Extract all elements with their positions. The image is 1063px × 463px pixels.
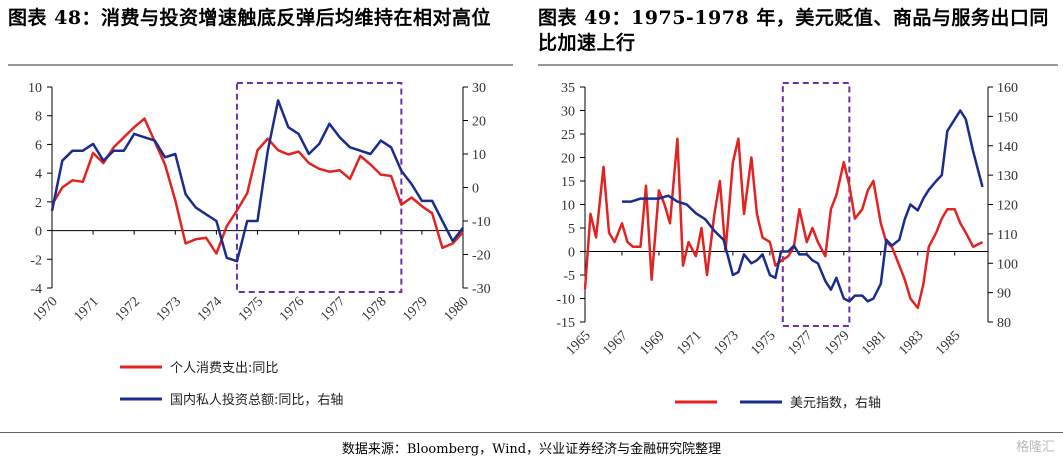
right-tick-label: 30 <box>472 81 486 96</box>
right-tick-label: 120 <box>997 199 1018 214</box>
x-tick-label: 1970 <box>30 294 60 324</box>
footer-rule <box>0 432 1063 433</box>
left-tick-label: 6 <box>35 138 42 153</box>
x-tick-label: 1967 <box>600 328 630 358</box>
left-tick-label: -15 <box>556 316 575 331</box>
left-tick-label: 8 <box>35 110 42 125</box>
left-tick-label: 10 <box>561 199 575 214</box>
x-tick-label: 1981 <box>859 328 889 358</box>
x-tick-label: 1969 <box>637 328 667 358</box>
left-tick-label: -10 <box>556 293 575 308</box>
x-tick-label: 1971 <box>72 294 102 324</box>
right-tick-label: 160 <box>997 81 1018 96</box>
right-tick-label: 130 <box>997 169 1018 184</box>
left-tick-label: 30 <box>561 105 575 120</box>
x-tick-label: 1975 <box>748 328 778 358</box>
left-tick-label: -4 <box>30 282 42 297</box>
x-tick-label: 1979 <box>822 328 852 358</box>
x-tick-label: 1973 <box>154 294 184 324</box>
right-tick-label: 140 <box>997 140 1018 155</box>
right-tick-label: 150 <box>997 110 1018 125</box>
left-tick-label: 15 <box>561 175 575 190</box>
right-tick-label: -30 <box>472 282 491 297</box>
right-tick-label: 80 <box>997 316 1011 331</box>
right-tick-label: -20 <box>472 249 491 264</box>
right-title-rule <box>538 64 1058 66</box>
right-tick-label: 0 <box>472 182 479 197</box>
left-tick-label: -5 <box>563 269 575 284</box>
right-tick-label: -10 <box>472 215 491 230</box>
left-tick-label: 0 <box>35 225 42 240</box>
right-tick-label: 90 <box>997 287 1011 302</box>
left-tick-label: 10 <box>28 81 42 96</box>
legend-label: 个人消费支出:同比 <box>170 361 278 376</box>
x-tick-label: 1973 <box>711 328 741 358</box>
left-tick-label: 4 <box>35 167 42 182</box>
left-tick-label: 35 <box>561 81 575 96</box>
left-tick-label: 0 <box>568 246 575 261</box>
x-tick-label: 1977 <box>318 294 348 324</box>
x-tick-label: 1972 <box>113 294 143 324</box>
legend-label: 国内私人投资总额:同比，右轴 <box>170 392 343 408</box>
x-tick-label: 1971 <box>674 328 704 358</box>
series-line-blue <box>50 99 464 263</box>
x-tick-label: 1965 <box>563 328 593 358</box>
x-tick-label: 1978 <box>359 294 389 324</box>
legend-label: 美元指数，右轴 <box>790 396 881 411</box>
left-tick-label: 2 <box>35 196 42 211</box>
right-chart-title: 图表 49：1975-1978 年，美元贬值、商品与服务出口同比加速上行 <box>538 7 1049 54</box>
left-tick-label: -2 <box>30 253 42 268</box>
x-tick-label: 1977 <box>785 328 815 358</box>
right-tick-label: 10 <box>472 148 486 163</box>
watermark-logo: 格隆汇 <box>1015 440 1055 455</box>
series-line-blue <box>622 109 984 303</box>
left-tick-label: 20 <box>561 152 575 167</box>
series-line-red <box>583 137 984 310</box>
left-tick-label: 25 <box>561 128 575 143</box>
right-tick-label: 110 <box>997 228 1017 243</box>
series-line-red <box>50 117 464 255</box>
x-tick-label: 1975 <box>236 294 266 324</box>
highlight-period-box <box>781 82 851 327</box>
x-tick-label: 1979 <box>400 294 430 324</box>
highlight-period-box <box>235 82 403 293</box>
left-title-rule <box>8 64 513 66</box>
left-chart-title: 图表 48：消费与投资增速触底反弹后均维持在相对高位 <box>8 7 492 29</box>
left-tick-label: 5 <box>568 222 575 237</box>
x-tick-label: 1974 <box>195 294 225 324</box>
right-tick-label: 20 <box>472 115 486 130</box>
right-tick-label: 100 <box>997 257 1018 272</box>
x-tick-label: 1980 <box>441 294 471 324</box>
x-tick-label: 1976 <box>277 294 307 324</box>
x-tick-label: 1985 <box>933 328 963 358</box>
source-note: 数据来源：Bloomberg，Wind，兴业证券经济与金融研究院整理 <box>341 442 722 457</box>
dollar-index-chart: -15 -10 -5 0 5 10 15 20 25 30 35 80 90 100 110 120 130 14… <box>556 81 1018 411</box>
x-tick-label: 1983 <box>896 328 926 358</box>
